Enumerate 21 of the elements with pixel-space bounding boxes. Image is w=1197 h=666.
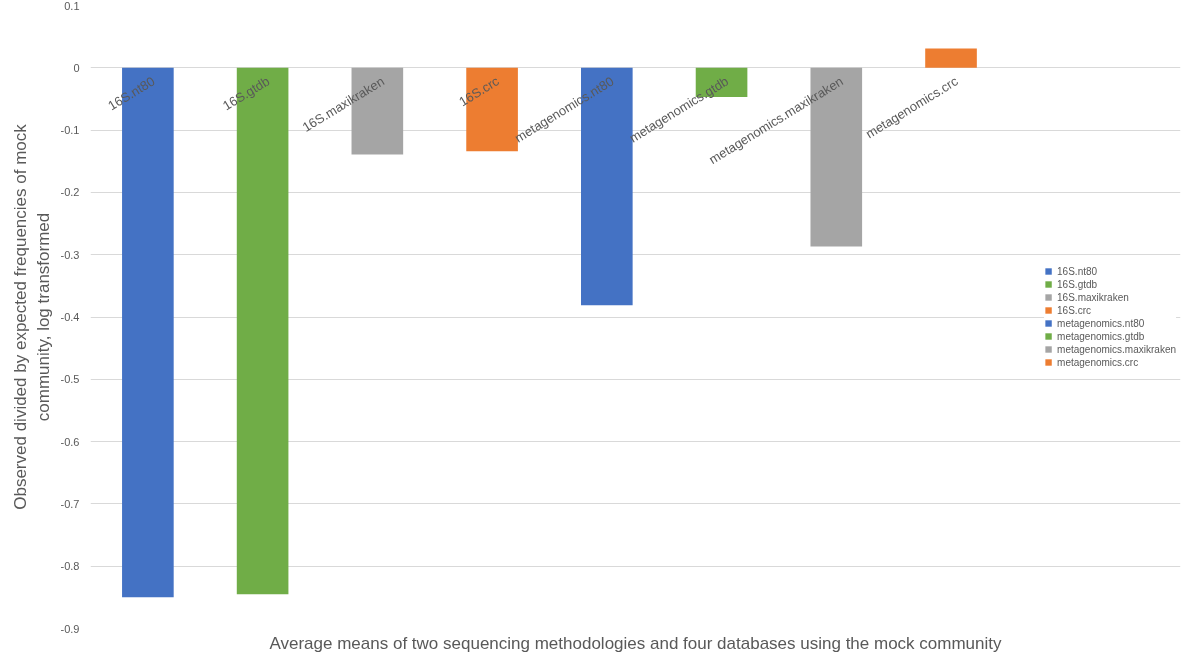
legend-label: 16S.nt80 xyxy=(1057,265,1098,277)
legend-label: 16S.maxikraken xyxy=(1057,291,1129,303)
legend-label: metagenomics.nt80 xyxy=(1057,317,1145,329)
y-tick-label: -0.6 xyxy=(60,435,80,448)
legend-label: 16S.gtdb xyxy=(1057,278,1098,290)
y-axis-title: Observed divided by expected frequencies of mock community, log transformed xyxy=(10,123,53,510)
y-tick-label: 0.1 xyxy=(64,0,80,12)
legend-label: 16S.crc xyxy=(1057,304,1091,316)
y-tick-label: -0.2 xyxy=(60,186,80,199)
legend-label: metagenomics.maxikraken xyxy=(1057,343,1176,355)
x-axis-title: Average means of two sequencing methodologies and four databases using the mock community xyxy=(269,633,1003,653)
legend-label: metagenomics.gtdb xyxy=(1057,330,1145,342)
y-tick-label: -0.3 xyxy=(60,248,80,261)
y-tick-label: -0.5 xyxy=(60,373,80,386)
y-tick-label: -0.8 xyxy=(60,560,80,573)
y-tick-label: -0.9 xyxy=(60,622,80,635)
y-tick-label: 0 xyxy=(73,61,80,74)
y-tick-label: -0.4 xyxy=(60,311,80,323)
legend-label: metagenomics.crc xyxy=(1057,356,1139,368)
y-tick-label: -0.7 xyxy=(60,497,80,510)
y-tick-label: -0.1 xyxy=(60,124,80,137)
